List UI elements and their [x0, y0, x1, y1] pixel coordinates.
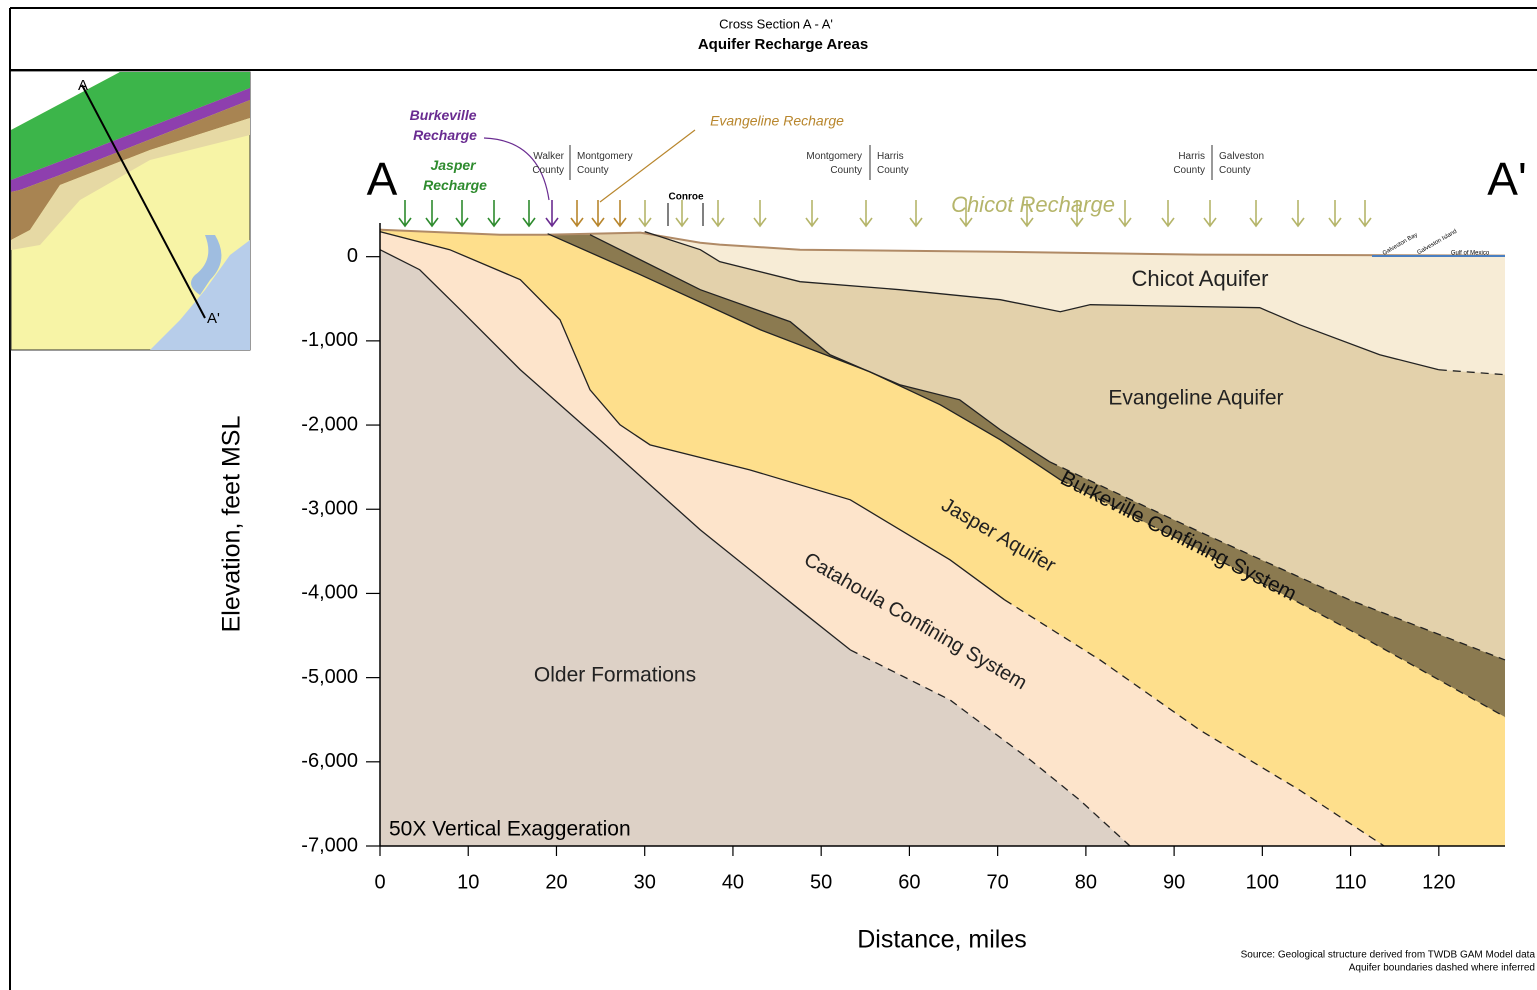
- section-end: A: [367, 153, 398, 205]
- y-tick-label: -2,000: [301, 413, 358, 435]
- y-tick-label: -1,000: [301, 329, 358, 351]
- x-tick-label: 60: [898, 871, 920, 893]
- y-axis-label: Elevation, feet MSL: [218, 416, 246, 633]
- recharge-line: Jasper: [430, 157, 477, 173]
- y-tick-label: -6,000: [301, 750, 358, 772]
- subtitle: Cross Section A - A': [719, 16, 833, 31]
- page: Cross Section A - A' Aquifer Recharge Ar…: [0, 0, 1537, 990]
- map-label: A': [207, 310, 220, 327]
- section-end: A': [1487, 153, 1526, 205]
- county-line: County: [1219, 165, 1251, 176]
- x-tick-label: 110: [1335, 871, 1367, 893]
- y-tick-label: -4,000: [301, 582, 358, 604]
- y-tick-label: 0: [347, 245, 358, 267]
- layer-label: Chicot Aquifer: [1132, 266, 1269, 291]
- x-tick-label: 50: [810, 871, 832, 893]
- recharge-line: Burkeville: [410, 107, 477, 123]
- y-tick-label: -7,000: [301, 834, 358, 856]
- recharge-line: Recharge: [413, 127, 477, 143]
- county-line: Harris: [1178, 151, 1205, 162]
- county-line: Galveston: [1219, 151, 1264, 162]
- inset-map: A A': [11, 72, 250, 350]
- x-axis-label: Distance, miles: [857, 926, 1027, 954]
- x-tick-label: 90: [1163, 871, 1185, 893]
- county-line: County: [877, 165, 909, 176]
- county-line: Harris: [877, 151, 904, 162]
- county-line: Walker: [533, 151, 564, 162]
- source-note: Source: Geological structure derived fro…: [1241, 950, 1536, 961]
- x-tick-label: 30: [634, 871, 656, 893]
- x-tick-label: 0: [374, 871, 385, 893]
- title: Aquifer Recharge Areas: [698, 36, 868, 53]
- county-line: County: [532, 165, 564, 176]
- county-line: County: [1173, 165, 1205, 176]
- y-tick-label: -3,000: [301, 498, 358, 520]
- x-tick-label: 80: [1075, 871, 1097, 893]
- recharge-label: Evangeline Recharge: [710, 113, 844, 129]
- layer-label: Older Formations: [534, 664, 696, 687]
- x-tick-label: 10: [457, 871, 479, 893]
- county-line: County: [830, 165, 862, 176]
- county-line: Montgomery: [806, 151, 862, 162]
- source-note: Aquifer boundaries dashed where inferred: [1349, 963, 1535, 974]
- x-tick-label: 20: [545, 871, 567, 893]
- county-line: Montgomery: [577, 151, 633, 162]
- county-line: County: [577, 165, 609, 176]
- recharge-line: Recharge: [423, 177, 487, 193]
- x-tick-label: 70: [987, 871, 1009, 893]
- recharge-label: Chicot Recharge: [951, 192, 1115, 217]
- x-tick-label: 120: [1422, 871, 1455, 893]
- layer-label: Evangeline Aquifer: [1108, 387, 1283, 410]
- x-tick-label: 100: [1246, 871, 1279, 893]
- y-tick-label: -5,000: [301, 666, 358, 688]
- x-tick-label: 40: [722, 871, 744, 893]
- town-label: Conroe: [669, 192, 704, 203]
- map-label: A: [78, 77, 88, 94]
- exaggeration-note: 50X Vertical Exaggeration: [389, 818, 631, 841]
